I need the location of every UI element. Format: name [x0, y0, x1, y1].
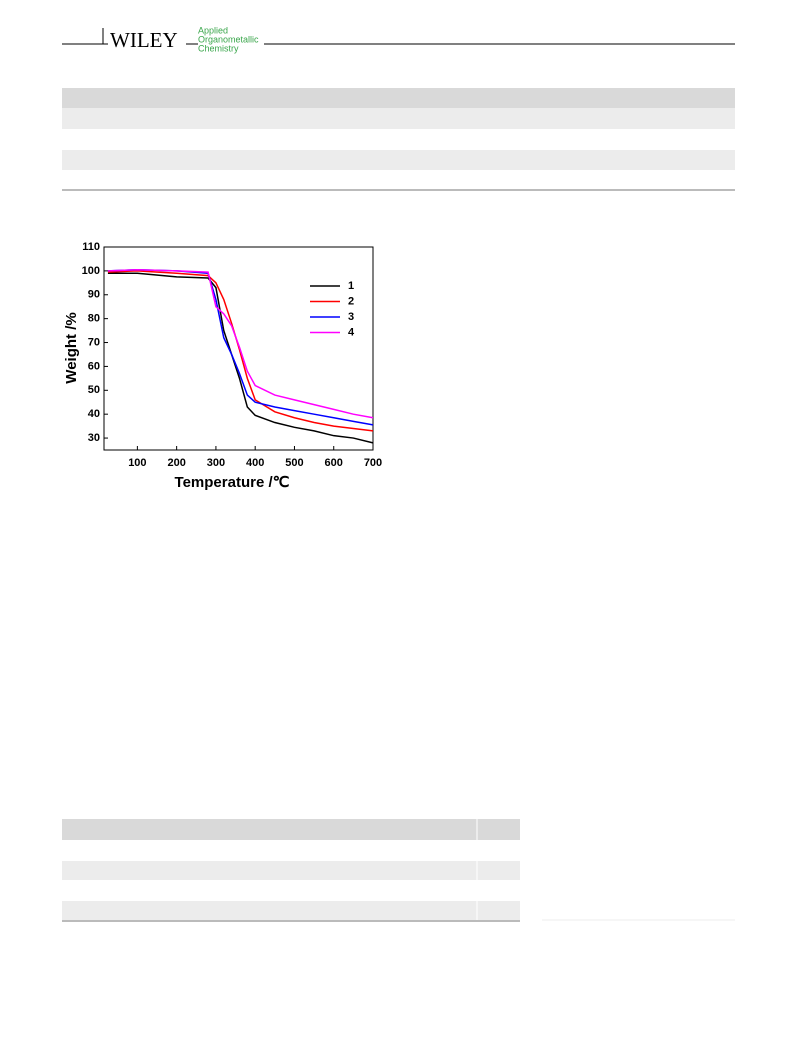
- y-tick-label: 110: [82, 241, 100, 253]
- table-header: [62, 819, 520, 840]
- data-line: [107, 268, 374, 419]
- y-tick-label: 80: [88, 313, 100, 325]
- y-axis-label: Weight /%: [63, 312, 80, 383]
- y-tick-label: 100: [82, 265, 100, 277]
- x-tick-label: 700: [364, 457, 382, 469]
- table-row: [62, 108, 735, 129]
- y-tick-label: 40: [88, 408, 100, 420]
- y-tick-label: 50: [88, 384, 100, 396]
- x-tick-label: 100: [128, 457, 146, 469]
- journal-name: Applied: [198, 25, 228, 35]
- table-row: [62, 901, 520, 921]
- x-axis-label: Temperature /℃: [175, 474, 290, 491]
- publisher-logo: WILEY: [110, 28, 178, 52]
- data-line: [107, 272, 374, 444]
- y-tick-label: 70: [88, 336, 100, 348]
- journal-name: Chemistry: [198, 43, 239, 53]
- x-tick-label: 500: [285, 457, 303, 469]
- legend-label: 4: [348, 326, 355, 338]
- data-line: [107, 268, 374, 426]
- y-tick-label: 60: [88, 360, 100, 372]
- legend-label: 3: [348, 311, 354, 323]
- x-tick-label: 200: [167, 457, 185, 469]
- y-tick-label: 90: [88, 289, 100, 301]
- x-tick-label: 400: [246, 457, 264, 469]
- table-header: [62, 88, 735, 108]
- legend-label: 2: [348, 295, 354, 307]
- x-tick-label: 600: [325, 457, 343, 469]
- legend-label: 1: [348, 280, 354, 292]
- table-row: [62, 150, 735, 170]
- y-tick-label: 30: [88, 432, 100, 444]
- journal-name: Organometallic: [198, 34, 259, 44]
- table-row: [62, 861, 520, 880]
- data-line: [107, 270, 374, 432]
- plot-frame: [103, 246, 374, 451]
- x-tick-label: 300: [207, 457, 225, 469]
